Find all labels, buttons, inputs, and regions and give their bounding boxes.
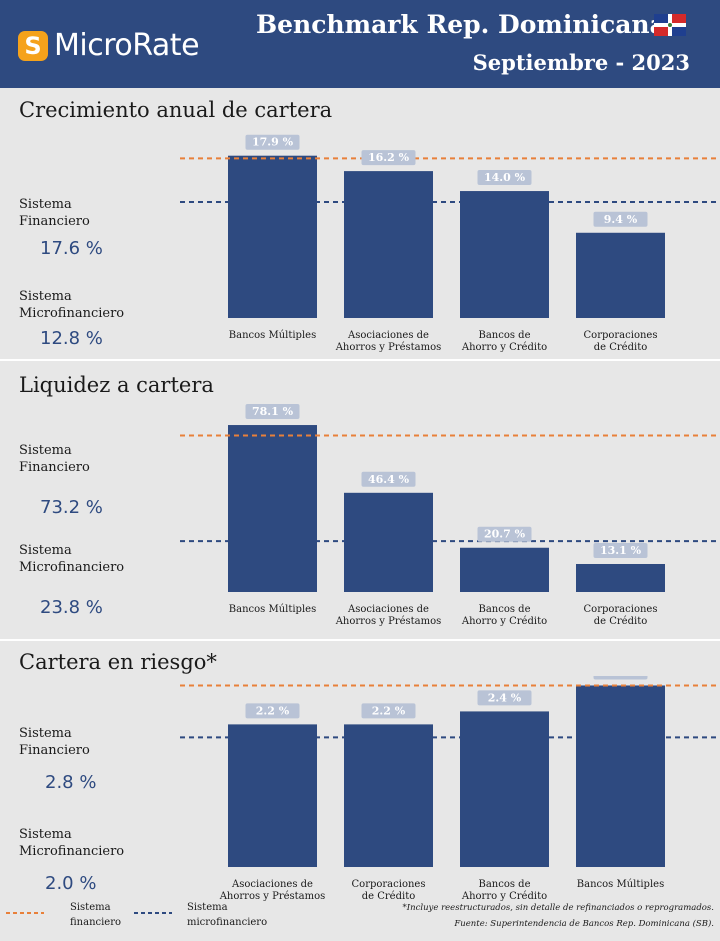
value-sistema-financiero: 2.8 % [45, 772, 97, 793]
data-label-bg [361, 703, 416, 719]
data-label: 9.4 % [604, 213, 638, 226]
bar [460, 547, 549, 592]
data-label: 78.1 % [252, 405, 294, 418]
category-label: Corporaciones [584, 330, 658, 341]
legend-financiero-swatch [6, 912, 44, 914]
data-label: 2.2 % [372, 704, 406, 717]
page-title: Benchmark Rep. Dominicana [256, 10, 666, 39]
data-label-bg [593, 676, 648, 680]
data-label: 20.7 % [484, 528, 526, 541]
bar [460, 711, 549, 867]
data-label: 13.1 % [600, 544, 642, 557]
bar [344, 492, 433, 592]
label-sistema-microfinanciero: Sistema Microfinanciero [19, 827, 125, 859]
section-title-cartera-riesgo: Cartera en riesgo* [19, 650, 217, 674]
data-label: 2.2 % [256, 704, 290, 717]
data-label-bg [361, 471, 416, 487]
bar [228, 425, 317, 592]
data-label-bg [477, 690, 532, 706]
chart-cartera-riesgo: 2.2 %2.2 %2.4 %2.8 %Asociaciones deAhorr… [180, 676, 720, 902]
data-label-bg [361, 150, 416, 166]
data-label-bg [477, 526, 532, 542]
legend-financiero-label: Sistema financiero [70, 902, 122, 928]
value-sistema-microfinanciero: 12.8 % [40, 328, 103, 349]
section-divider [0, 639, 720, 641]
category-label: Ahorros y Préstamos [219, 891, 326, 902]
dominican-republic-flag-icon [654, 14, 686, 36]
category-label: Bancos Múltiples [229, 330, 316, 341]
bar [344, 724, 433, 867]
data-label: 16.2 % [368, 151, 410, 164]
bar [460, 191, 549, 318]
label-sistema-financiero: Sistema Financiero [19, 726, 90, 758]
bar [576, 685, 665, 867]
category-label: de Crédito [594, 342, 648, 353]
data-label: 14.0 % [484, 171, 526, 184]
label-sistema-financiero: Sistema Financiero [19, 443, 90, 475]
data-label-bg [245, 404, 300, 420]
section-divider [0, 359, 720, 361]
category-label: Bancos de [478, 330, 530, 341]
data-label: 2.8 % [604, 676, 638, 678]
category-label: Corporaciones [584, 604, 658, 615]
bar [344, 171, 433, 318]
category-label: Ahorro y Crédito [461, 342, 547, 353]
data-label-bg [245, 703, 300, 719]
bar [228, 724, 317, 867]
label-sistema-financiero: Sistema Financiero [19, 197, 90, 229]
category-label: de Crédito [594, 616, 648, 627]
data-label: 46.4 % [368, 473, 410, 486]
label-sistema-microfinanciero: Sistema Microfinanciero [19, 543, 125, 575]
category-label: Bancos de [478, 604, 530, 615]
footnote: *Incluye reestructurados, sin detalle de… [402, 903, 714, 913]
category-label: Bancos Múltiples [229, 604, 316, 615]
category-label: Asociaciones de [347, 330, 429, 341]
category-label: de Crédito [362, 891, 416, 902]
chart-liquidez-cartera: 78.1 % 46.4 % 20.7 % 13.1 % Bancos Múltiples… [180, 404, 720, 627]
value-sistema-microfinanciero: 2.0 % [45, 873, 97, 894]
category-label: Bancos de [478, 879, 530, 890]
data-label-bg [593, 542, 648, 558]
section-title-crecimiento: Crecimiento anual de cartera [19, 98, 333, 122]
category-label: Ahorro y Crédito [461, 891, 547, 902]
value-sistema-financiero: 73.2 % [40, 497, 103, 518]
data-label: 2.4 % [488, 691, 522, 704]
bar [228, 155, 317, 318]
bar [576, 563, 665, 592]
logo-mark-icon: S [18, 30, 48, 61]
category-label: Ahorros y Préstamos [335, 616, 442, 627]
source-note: Fuente: Superintendencia de Bancos Rep. … [454, 919, 714, 929]
page-subtitle: Septiembre - 2023 [472, 50, 690, 75]
category-label: Corporaciones [352, 879, 426, 890]
data-label-bg [593, 211, 648, 227]
legend-microfinanciero-label: Sistema microfinanciero [187, 902, 268, 928]
logo-text: MicroRate [54, 28, 200, 63]
value-sistema-microfinanciero: 23.8 % [40, 597, 103, 618]
data-label-bg [477, 170, 532, 186]
category-label: Asociaciones de [231, 879, 313, 890]
category-label: Ahorros y Préstamos [335, 342, 442, 353]
legend-microfinanciero-swatch [134, 912, 172, 914]
chart-crecimiento-anual: 17.9 % 16.2 % 14.0 % 9.4 % Bancos Múltiples A… [180, 134, 720, 353]
header: S MicroRate Benchmark Rep. Dominicana Se… [0, 0, 720, 88]
data-label: 17.9 % [252, 136, 294, 149]
data-label-bg [245, 134, 300, 150]
section-title-liquidez: Liquidez a cartera [19, 373, 214, 397]
label-sistema-microfinanciero: Sistema Microfinanciero [19, 289, 125, 321]
bar [576, 232, 665, 318]
category-label: Ahorro y Crédito [461, 616, 547, 627]
value-sistema-financiero: 17.6 % [40, 238, 103, 259]
category-label: Asociaciones de [347, 604, 429, 615]
category-label: Bancos Múltiples [577, 879, 664, 890]
microrate-logo: S MicroRate [18, 28, 200, 63]
